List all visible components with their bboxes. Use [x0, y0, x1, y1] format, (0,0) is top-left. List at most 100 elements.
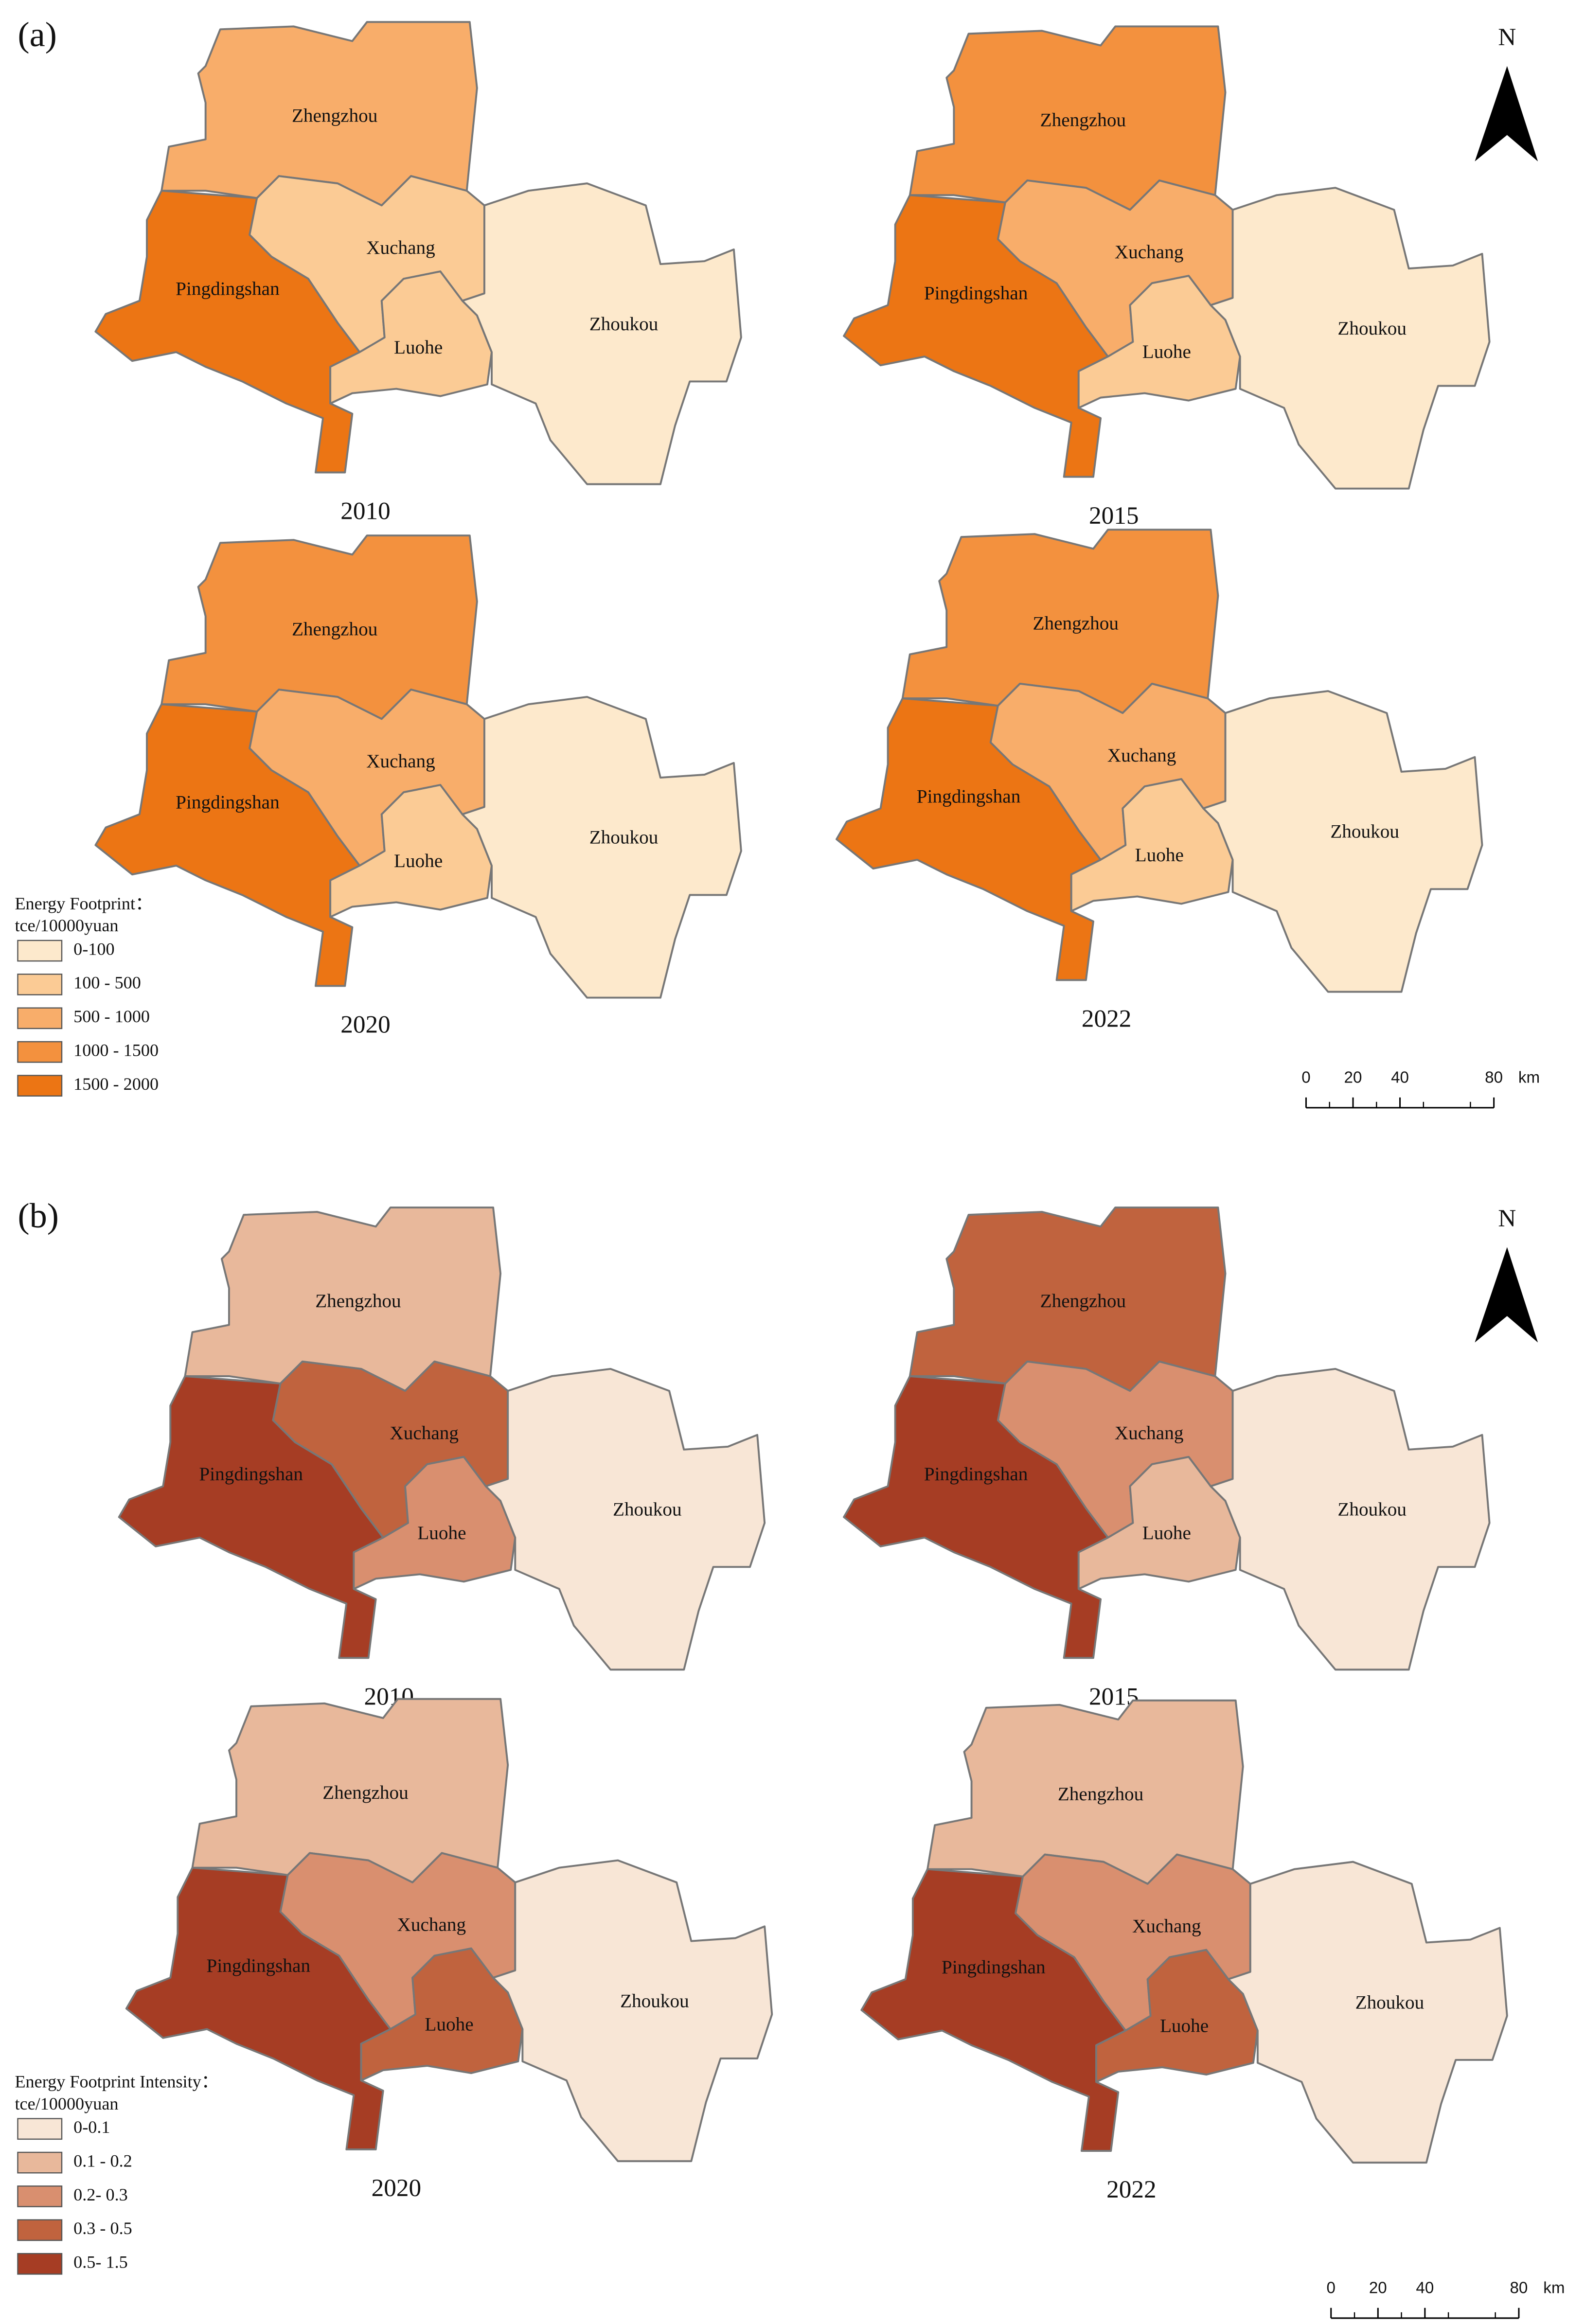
legend-label: 0.5- 1.5 — [73, 2253, 128, 2272]
region-label: Zhengzhou — [292, 105, 377, 126]
region-label: Pingdingshan — [176, 792, 280, 813]
region-label: Luohe — [1142, 1523, 1191, 1543]
legend-label: 1000 - 1500 — [73, 1041, 159, 1060]
map: Zhengzhou Pingdingshan Xuchang Luohe Zhoukou… — [843, 1206, 1491, 1711]
north-label: N — [1498, 23, 1516, 51]
region-label: Zhoukou — [613, 1499, 682, 1520]
legend-swatch — [17, 2151, 63, 2174]
scale-tick-label: 0 — [1301, 1068, 1310, 1086]
legend-label: 100 - 500 — [73, 973, 141, 993]
scale-unit: km — [1543, 2279, 1565, 2297]
year-label: 2020 — [340, 1011, 391, 1039]
legend-title: Energy Footprint Intensity： — [15, 2072, 218, 2092]
region-label: Pingdingshan — [207, 1955, 311, 1976]
region-label: Pingdingshan — [199, 1464, 303, 1485]
scale-tick-label: 80 — [1485, 1068, 1503, 1086]
region-label: Luohe — [1135, 845, 1184, 866]
region-label: Luohe — [394, 337, 443, 358]
region-label: Luohe — [417, 1523, 466, 1543]
map: Zhengzhou Pingdingshan Xuchang Luohe Zhoukou… — [125, 1698, 773, 2202]
scale-tick-label: 20 — [1344, 1068, 1362, 1086]
region-label: Luohe — [1160, 2016, 1209, 2037]
legend-swatch — [17, 1075, 63, 1097]
region — [492, 1859, 773, 2163]
year-label: 2022 — [1082, 1005, 1132, 1033]
region-label: Zhengzhou — [1058, 1784, 1143, 1805]
region-label: Pingdingshan — [176, 278, 280, 299]
region-label: Luohe — [394, 851, 443, 871]
scale-tick-label: 20 — [1369, 2279, 1387, 2297]
region — [1070, 778, 1234, 912]
region — [484, 1367, 766, 1671]
region — [1210, 187, 1491, 490]
legend-swatch — [17, 1007, 63, 1029]
region-label: Zhengzhou — [315, 1291, 401, 1312]
region — [329, 270, 493, 405]
region — [329, 784, 493, 918]
year-label: 2010 — [340, 497, 391, 525]
map: Zhengzhou Pingdingshan Xuchang Luohe Zhoukou… — [836, 529, 1483, 1033]
north-arrow — [1475, 1247, 1538, 1343]
legend-label: 0-100 — [73, 939, 114, 958]
region-label: Luohe — [1142, 341, 1191, 362]
year-label: 2015 — [1089, 502, 1139, 530]
scale-unit: km — [1518, 1068, 1540, 1086]
panel-label: (a) — [18, 15, 56, 54]
north-label: N — [1498, 1205, 1516, 1232]
panel-label: (b) — [18, 1196, 58, 1235]
region-label: Xuchang — [1115, 1423, 1184, 1444]
region — [461, 696, 742, 999]
region-label: Zhoukou — [620, 1990, 689, 2011]
legend-swatch — [17, 974, 63, 995]
region-label: Zhoukou — [589, 827, 659, 848]
map: Zhengzhou Pingdingshan Xuchang Luohe Zhoukou… — [118, 1206, 766, 1711]
region-label: Xuchang — [366, 237, 435, 258]
region-label: Zhengzhou — [1040, 1291, 1126, 1312]
region — [1095, 1949, 1259, 2083]
map: Zhengzhou Pingdingshan Xuchang Luohe Zhoukou… — [860, 1699, 1508, 2203]
region-label: Xuchang — [1107, 745, 1176, 766]
region-label: Zhoukou — [1330, 821, 1399, 842]
legend-swatch — [17, 2219, 63, 2241]
region-label: Zhengzhou — [1033, 613, 1119, 634]
region-label: Xuchang — [1115, 242, 1184, 263]
legend-swatch — [17, 1041, 63, 1063]
region — [1227, 1861, 1508, 2164]
scale-tick-label: 80 — [1510, 2279, 1528, 2297]
legend-label: 500 - 1000 — [73, 1007, 150, 1026]
region-label: Xuchang — [366, 751, 435, 772]
scale-tick-label: 40 — [1391, 1068, 1409, 1086]
scale-tick-label: 0 — [1327, 2279, 1336, 2297]
region — [461, 182, 742, 485]
legend-label: 1500 - 2000 — [73, 1074, 159, 1094]
region-label: Pingdingshan — [924, 1464, 1028, 1485]
legend-label: 0.3 - 0.5 — [73, 2218, 132, 2238]
region-label: Xuchang — [1132, 1916, 1201, 1936]
region — [353, 1455, 516, 1590]
map: Zhengzhou Pingdingshan Xuchang Luohe Zhoukou… — [843, 25, 1491, 530]
region — [1202, 690, 1483, 993]
region-label: Pingdingshan — [917, 786, 1021, 807]
region — [1077, 1455, 1241, 1590]
region-label: Zhoukou — [1355, 1992, 1425, 2013]
map: Zhengzhou Pingdingshan Xuchang Luohe Zhoukou… — [94, 534, 742, 1039]
region-label: Xuchang — [397, 1914, 466, 1935]
legend-swatch — [17, 2185, 63, 2207]
region — [1210, 1367, 1491, 1671]
region — [1077, 275, 1241, 409]
legend-label: 0.1 - 0.2 — [73, 2151, 132, 2170]
legend-swatch — [17, 2253, 63, 2275]
region-label: Pingdingshan — [942, 1957, 1046, 1978]
region-label: Zhoukou — [589, 314, 659, 335]
region-label: Zhengzhou — [322, 1782, 408, 1803]
scale-tick-label: 40 — [1416, 2279, 1434, 2297]
legend-label: 0-0.1 — [73, 2117, 110, 2137]
legend-title: Energy Footprint： — [15, 894, 153, 913]
year-label: 2022 — [1106, 2176, 1157, 2203]
year-label: 2020 — [372, 2174, 422, 2202]
region-label: Luohe — [425, 2014, 473, 2035]
map: Zhengzhou Pingdingshan Xuchang Luohe Zhoukou… — [94, 21, 742, 525]
legend-swatch — [17, 940, 63, 962]
region-label: Xuchang — [390, 1423, 459, 1444]
